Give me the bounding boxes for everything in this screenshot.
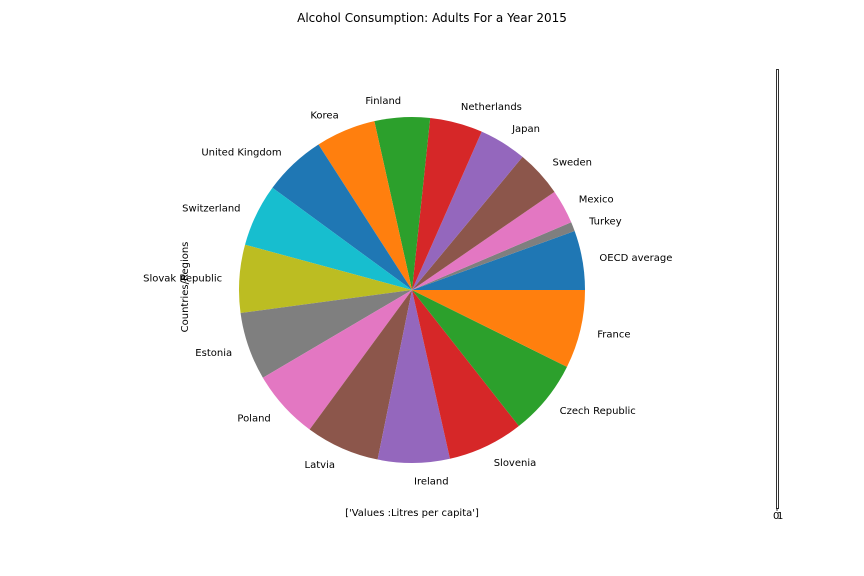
- pie-slice: [412, 222, 575, 290]
- pie-slice-label: Switzerland: [182, 203, 240, 214]
- pie-slice-label: Poland: [237, 414, 270, 425]
- y-axis-label: Countries/Regions: [180, 242, 191, 333]
- pie-slice: [412, 191, 572, 290]
- pie-slices: [239, 116, 585, 464]
- pie-slice-label: Mexico: [579, 194, 614, 205]
- pie-slice: [412, 117, 482, 290]
- pie-slice: [239, 244, 412, 314]
- pie-slice: [262, 290, 412, 430]
- pie-slice-label: Sweden: [552, 158, 592, 169]
- pie-labels: OECD average Turkey Mexico Sweden Japan Nethe…: [143, 96, 672, 487]
- colorbar-frame: [776, 69, 779, 509]
- pie-slice-label: France: [597, 329, 630, 340]
- pie-slice-label: Korea: [310, 110, 338, 121]
- pie-slice: [377, 290, 450, 464]
- pie-slice-label: Czech Republic: [560, 406, 636, 417]
- pie-slice: [412, 290, 519, 459]
- pie-slice: [272, 144, 412, 290]
- pie-slice-label: Latvia: [305, 460, 335, 471]
- pie-slice-label: United Kingdom: [201, 147, 281, 158]
- pie-slice-label: Ireland: [414, 476, 449, 487]
- pie-slice-label: OECD average: [599, 253, 672, 264]
- pie-slice: [240, 290, 412, 378]
- pie-slice: [245, 187, 412, 290]
- pie-slice: [318, 121, 412, 290]
- pie-slice-label: Netherlands: [461, 102, 522, 113]
- pie-slice-label: Finland: [365, 96, 401, 107]
- pie-slice-label: Estonia: [195, 348, 232, 359]
- pie-slice-label: Slovak Republic: [143, 274, 222, 285]
- pie-slice-label: Japan: [511, 124, 540, 135]
- pie-slice: [374, 116, 431, 290]
- pie-slice: [309, 290, 412, 460]
- pie-slice-label: Turkey: [588, 216, 622, 227]
- pie-slice-label: Slovenia: [494, 458, 537, 469]
- colorbar-tick-label-0: 0: [773, 511, 779, 522]
- pie-slice: [412, 231, 585, 290]
- pie-slice: [412, 156, 555, 290]
- x-axis-label: ['Values :Litres per capita']: [345, 508, 479, 519]
- colorbar: 0 1: [773, 69, 783, 522]
- pie-slice: [412, 290, 568, 427]
- pie-slice: [412, 290, 585, 367]
- pie-slice: [412, 131, 523, 290]
- colorbar-tick-label-1: 1: [777, 511, 783, 522]
- chart-title: Alcohol Consumption: Adults For a Year 2…: [297, 11, 567, 25]
